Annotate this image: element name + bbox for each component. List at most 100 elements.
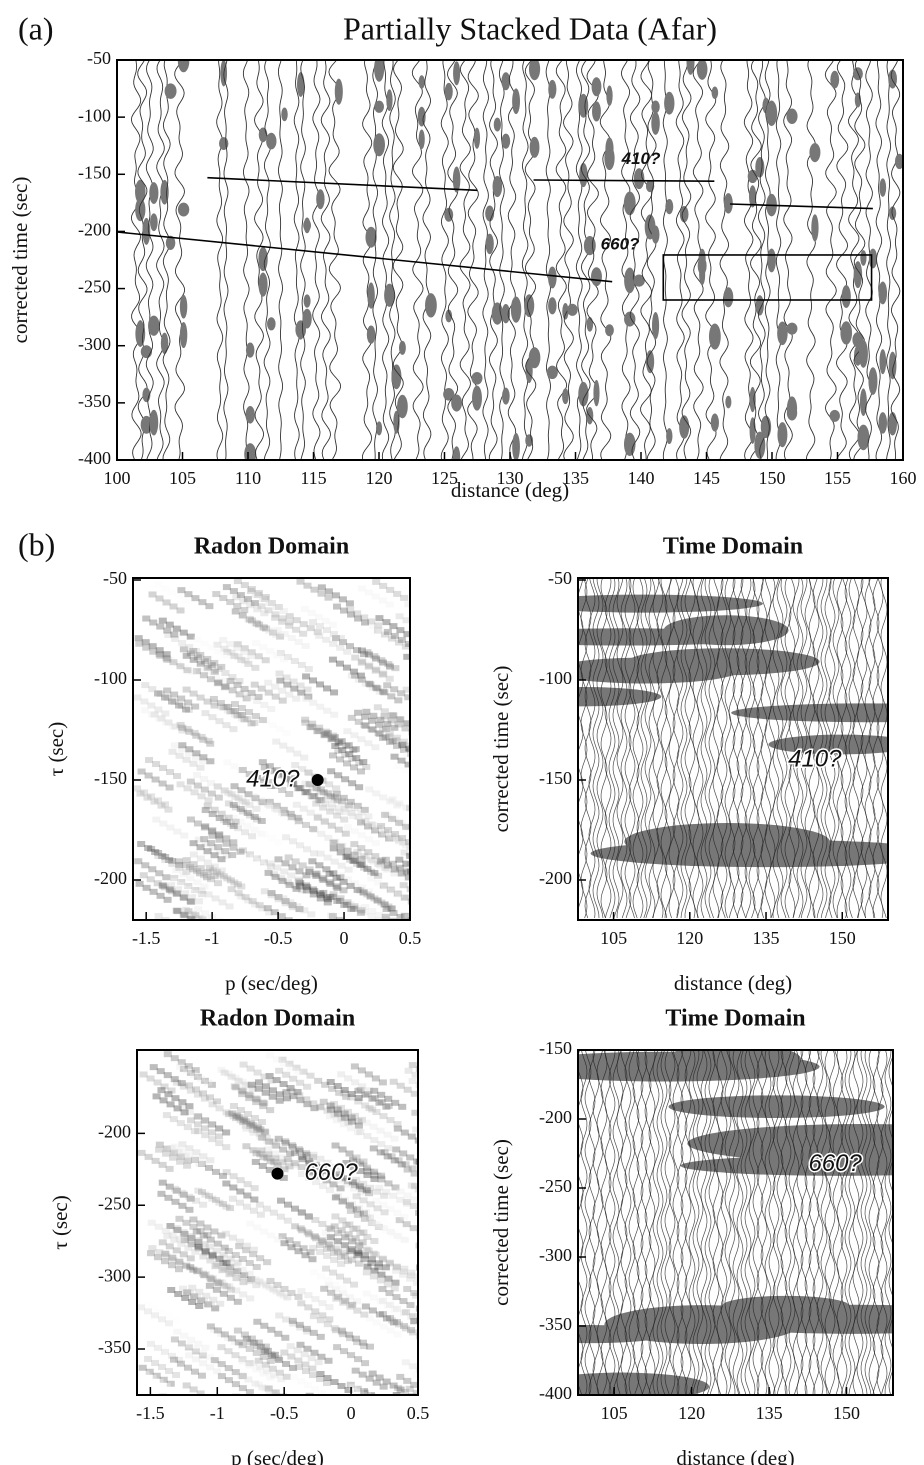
radon-cell [210,863,219,870]
radon-cell [326,1106,335,1113]
radon-cell [279,771,288,778]
radon-cell [247,1121,256,1128]
radon-cell [201,710,210,717]
radon-cell [434,869,442,875]
radon-cell [210,852,219,859]
radon-cell [199,1153,208,1160]
radon-cell [231,1352,240,1359]
radon-cell [186,1069,195,1076]
x-tick-label: 150 [759,468,786,488]
radon-cell [375,1398,383,1404]
radon-cell [312,870,321,877]
radon-cell [196,651,205,658]
radon-cell [367,1160,376,1167]
radon-cell [430,1325,438,1331]
radon-cell [246,1339,255,1346]
texture [133,578,442,920]
radon-cell [344,1202,353,1209]
y-tick-label: -200 [539,1107,572,1127]
radon-cell [267,892,276,899]
radon-cell [272,603,281,610]
radon-cell [284,1158,293,1165]
radon-cell [233,712,242,719]
radon-cell [433,1084,441,1090]
radon-cell [408,1062,417,1069]
y-axis-label: τ (sec) [48,1195,72,1250]
trace [757,60,766,460]
radon-cell [252,620,261,627]
radon-cell [385,835,394,842]
radon-cell [354,615,363,622]
radon-cell [193,1091,202,1098]
radon-cell [167,1352,176,1359]
radon-cell [186,1264,195,1271]
radon-cell [317,590,326,597]
radon-cell [223,759,232,766]
radon-cell [411,1109,418,1116]
radon-cell [336,635,345,642]
radon-cell [365,786,374,793]
radon-cell [253,1124,262,1131]
radon-cell [356,1086,365,1093]
radon-cell [203,655,212,662]
radon-cell [316,1242,325,1249]
radon-cell [382,1103,391,1110]
trace [263,60,271,460]
radon-cell [400,1098,409,1105]
radon-cell [296,578,305,585]
radon-cell [190,1156,199,1163]
radon-cell [425,763,433,769]
radon-cell [274,604,283,611]
radon-cell [180,1109,189,1116]
radon-cell [351,1206,360,1213]
radon-cell [363,1172,372,1179]
radon-cell [288,1143,297,1150]
radon-cell [357,768,366,775]
radon-cell [372,578,381,585]
y-tick-label: -300 [98,1265,131,1285]
radon-cell [413,848,421,854]
radon-cell [372,1109,381,1116]
chart-title: Radon Domain [200,1006,355,1032]
radon-cell [374,825,383,832]
radon-cell [354,1356,363,1363]
radon-cell [221,788,230,795]
radon-cell [236,848,245,855]
radon-cell [399,839,408,846]
trace-lobe [444,82,453,101]
trace-lobe [548,266,557,289]
radon-cell [380,901,389,908]
trace [704,578,712,919]
radon-cell [218,1279,227,1286]
radon-cell [151,849,160,856]
radon-cell [252,1150,261,1157]
radon-cell [354,1242,363,1249]
trace-lobe [592,101,601,122]
radon-cell [338,842,347,849]
radon-cell [321,1081,330,1088]
radon-cell [296,1341,305,1348]
radon-cell [361,722,370,729]
radon-cell [270,1150,279,1157]
radon-cell [169,1116,178,1123]
radon-cell [140,698,149,705]
radon-cell [189,690,198,697]
radon-cell [328,804,337,811]
trace-lobe [492,175,503,198]
radon-cell [148,591,157,598]
radon-cell [187,898,196,905]
radon-cell [198,758,207,765]
radon-cell [327,822,336,829]
radon-cell [335,738,344,745]
radon-cell [393,1305,402,1312]
radon-cell [245,1389,254,1395]
radon-cell [365,1343,374,1350]
radon-cell [207,1081,216,1088]
radon-cell [247,653,256,660]
radon-cell [422,779,430,785]
radon-cell [356,862,365,869]
radon-cell [286,1343,295,1350]
radon-cell [419,754,427,760]
radon-cell [263,1259,272,1266]
radon-cell [168,1254,177,1261]
